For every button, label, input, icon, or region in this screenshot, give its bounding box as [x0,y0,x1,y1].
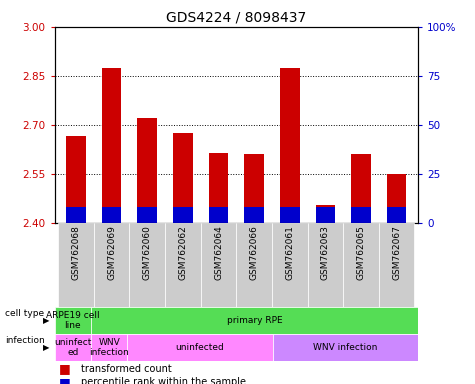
Bar [280,207,300,223]
Bar [102,68,122,223]
Bar [315,205,335,223]
Bar [129,223,165,307]
Bar [387,207,407,223]
Text: uninfect
ed: uninfect ed [54,338,92,357]
Text: uninfected: uninfected [176,343,224,352]
Text: transformed count: transformed count [81,364,171,374]
Text: GSM762067: GSM762067 [392,225,401,280]
Bar [351,207,371,223]
Bar [55,334,91,361]
Bar [387,174,407,223]
Text: GSM762063: GSM762063 [321,225,330,280]
Bar [91,307,418,334]
Text: ■: ■ [59,376,71,384]
Bar [66,136,86,223]
Bar [201,223,237,307]
Bar [209,152,228,223]
Text: ▶: ▶ [43,316,50,325]
Text: GSM762061: GSM762061 [285,225,294,280]
Bar [102,207,122,223]
Bar [173,133,193,223]
Bar [273,334,418,361]
Bar [165,223,200,307]
Text: GSM762066: GSM762066 [250,225,258,280]
Text: GSM762062: GSM762062 [179,225,187,280]
Text: infection: infection [5,336,45,345]
Text: WNV
infection: WNV infection [89,338,129,357]
Text: GSM762060: GSM762060 [143,225,152,280]
Text: GSM762068: GSM762068 [72,225,80,280]
Bar [209,207,228,223]
Text: ARPE19 cell
line: ARPE19 cell line [46,311,100,330]
Text: WNV infection: WNV infection [313,343,378,352]
Text: GSM762064: GSM762064 [214,225,223,280]
Bar [173,207,193,223]
Text: percentile rank within the sample: percentile rank within the sample [81,377,246,384]
Text: ■: ■ [59,362,71,375]
Text: GSM762069: GSM762069 [107,225,116,280]
Bar [343,223,379,307]
Bar [66,207,86,223]
Bar [244,207,264,223]
Text: ▶: ▶ [43,343,50,352]
Bar [94,223,129,307]
Title: GDS4224 / 8098437: GDS4224 / 8098437 [166,10,306,24]
Bar [91,334,127,361]
Bar [308,223,343,307]
Bar [280,68,300,223]
Bar [379,223,414,307]
Bar [137,118,157,223]
Bar [58,223,94,307]
Bar [351,154,371,223]
Bar [127,334,273,361]
Bar [237,223,272,307]
Text: primary RPE: primary RPE [227,316,282,325]
Bar [55,307,91,334]
Bar [244,154,264,223]
Text: GSM762065: GSM762065 [357,225,365,280]
Bar [272,223,308,307]
Bar [137,207,157,223]
Text: cell type: cell type [5,310,44,318]
Bar [315,207,335,223]
